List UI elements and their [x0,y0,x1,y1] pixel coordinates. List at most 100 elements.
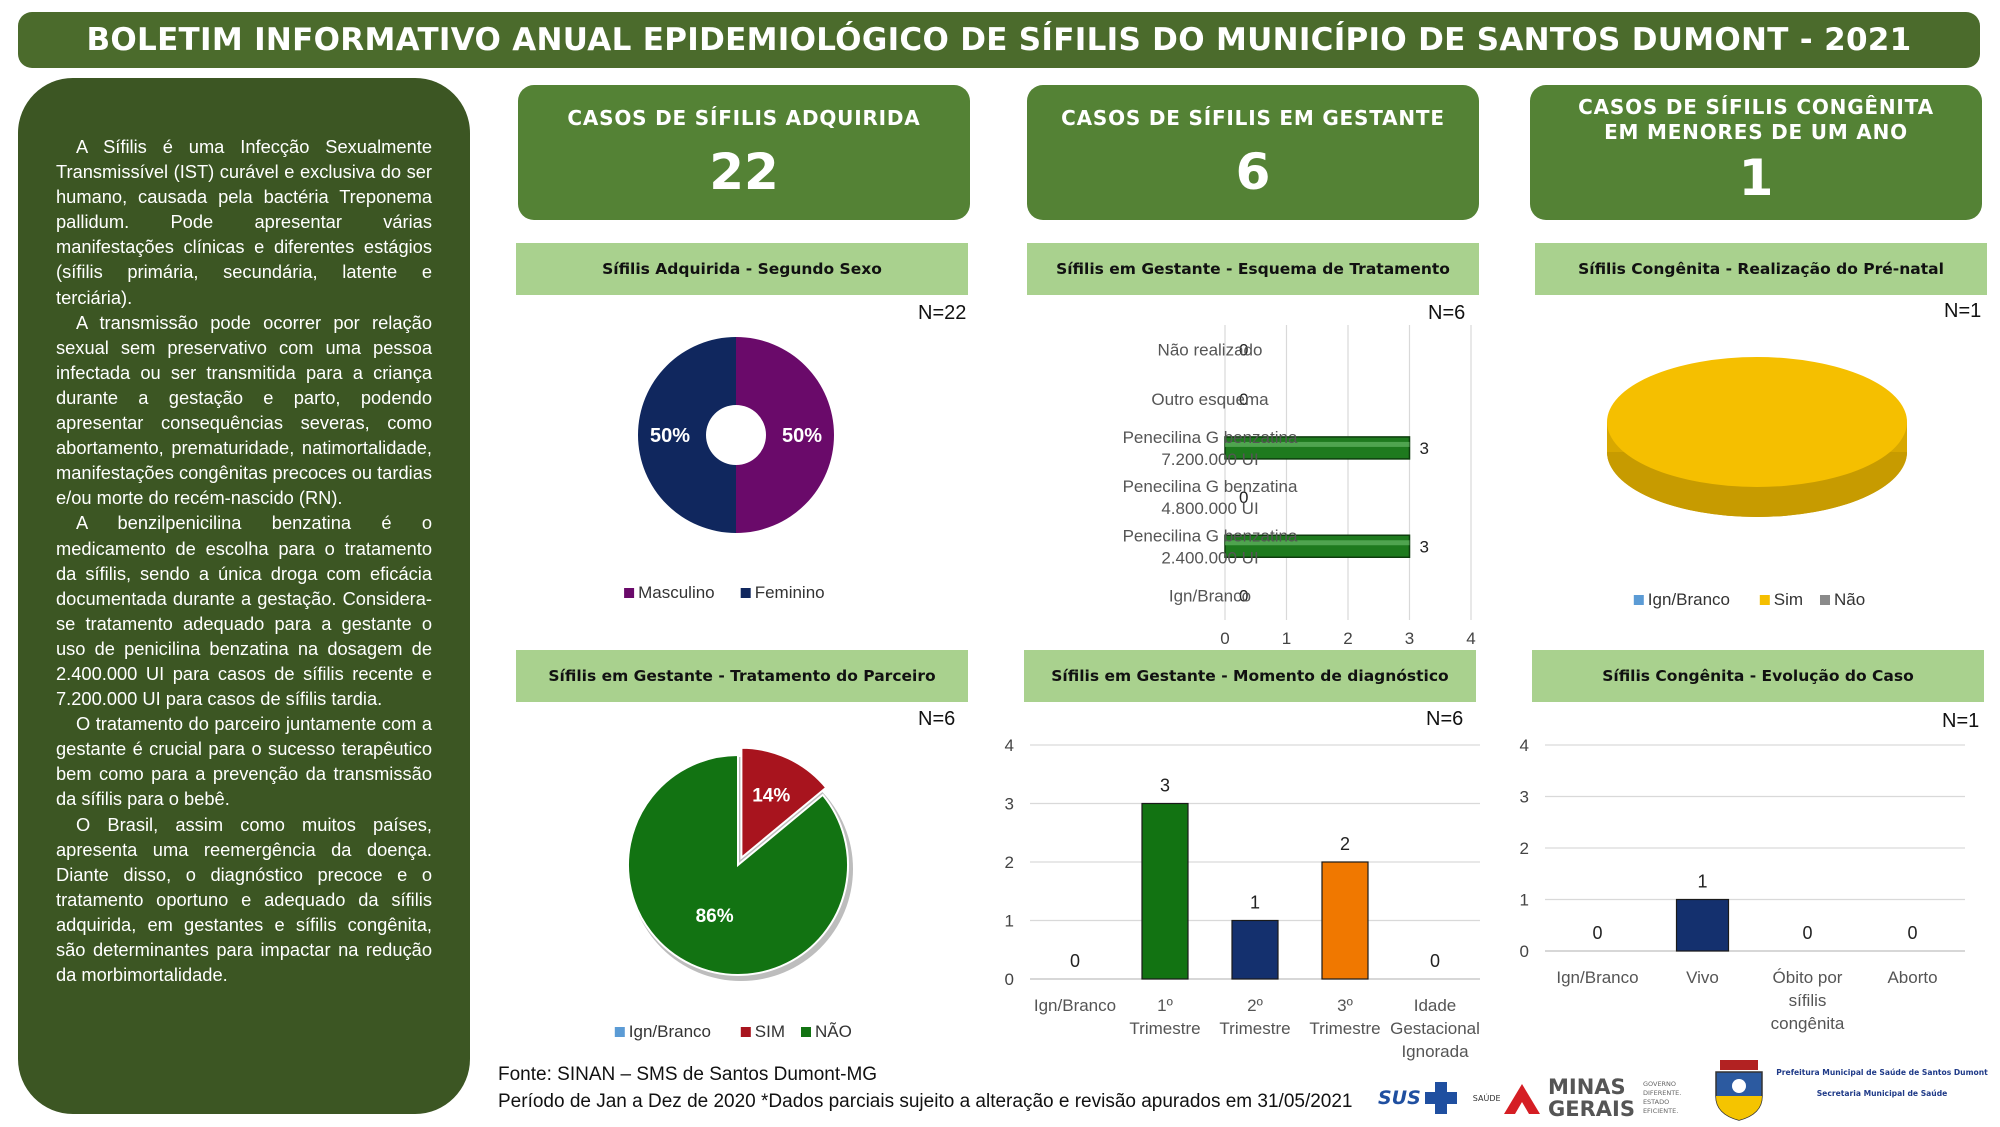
x-tick-label-2: Trimestre [1219,1019,1290,1038]
legend-label-sim: Sim [1774,590,1803,609]
y-tick-label-4: 4 [1005,736,1014,755]
legend-label-feminino: Feminino [755,583,825,602]
legend-swatch-nao [1820,595,1830,605]
legend-label-masculino: Masculino [638,583,715,602]
kpi-value: 6 [1235,143,1271,201]
secretaria-text: Secretaria Municipal de Saúde [1816,1089,1948,1098]
bar-3 [1321,861,1369,980]
chart-title-esquema: Sífilis em Gestante - Esquema de Tratame… [1027,243,1479,295]
data-label-4: 3 [1420,537,1429,556]
data-label-masculino: 50% [782,425,822,447]
x-tick-label-2: 2 [1343,629,1352,648]
kpi-sifilis-congenita: CASOS DE SÍFILIS CONGÊNITA EM MENORES DE… [1530,85,1982,220]
data-label-0: 0 [1070,951,1080,971]
sus-logo: SUS SAÚDE [1378,1080,1501,1116]
n-label-parceiro: N=6 [918,708,956,730]
x-tick-label-2: 2º [1247,996,1263,1015]
chart-title-evolucao: Sífilis Congênita - Evolução do Caso [1532,650,1984,702]
mountain-icon [1504,1084,1540,1114]
data-label-feminino: 50% [650,425,690,447]
pie3d-slice-sim [1607,357,1907,487]
donut-slice-masculino [736,337,834,533]
pie-slice-sim [740,746,828,860]
y-tick-label-2: 2 [1005,853,1014,872]
info-paragraph-1: A Sífilis é uma Infecção Sexualmente Tra… [56,136,432,308]
data-label-sim: 14% [752,785,790,806]
info-paragraph-4: O tratamento do parceiro juntamente com … [56,713,432,810]
x-tick-label-1: Vivo [1686,968,1719,987]
minas-text: MINAS [1548,1075,1626,1099]
kpi-label: CASOS DE SÍFILIS ADQUIRIDA [567,106,921,130]
data-label-1: 3 [1160,776,1170,796]
data-label-1: 0 [1239,390,1248,409]
y-tick-label-2: 2 [1520,839,1529,858]
y-tick-label-5: Ign/Branco [1169,586,1251,605]
data-label-3: 0 [1907,923,1917,943]
data-label-5: 0 [1239,586,1248,605]
info-text: A Sífilis é uma Infecção Sexualmente Tra… [56,134,432,987]
pie-slice-nao [627,753,849,976]
kpi-sifilis-adquirida: CASOS DE SÍFILIS ADQUIRIDA 22 [518,85,970,220]
data-label-3: 2 [1340,834,1350,854]
y-tick-label-1: Outro esquema [1151,390,1269,409]
bar-highlight-4 [1225,540,1410,546]
bar-highlight-2 [1225,441,1410,447]
governo-text: GOVERNO DIFERENTE. ESTADO EFICIENTE. [1642,1080,1682,1115]
saude-text: SAÚDE [1472,1093,1501,1103]
info-sidebar [18,78,470,1114]
kpi-sifilis-gestante: CASOS DE SÍFILIS EM GESTANTE 6 [1027,85,1479,220]
info-paragraph-2: A transmissão pode ocorrer por relação s… [56,311,432,509]
title-bar: BOLETIM INFORMATIVO ANUAL EPIDEMIOLÓGICO… [18,12,1980,68]
sus-logo-text: SUS [1378,1087,1421,1109]
y-tick-label-3: 3 [1005,795,1014,814]
data-label-3: 0 [1239,488,1248,507]
x-tick-label-2: sífilis [1789,991,1827,1010]
data-label-0: 0 [1239,341,1248,360]
footer-source: Fonte: SINAN – SMS de Santos Dumont-MG [498,1064,878,1085]
cross-icon [1424,1082,1457,1114]
y-tick-label-4: 2.400.000 UI [1161,548,1258,567]
data-label-nao: 86% [696,906,734,927]
kpi-label-line2: EM MENORES DE UM ANO [1604,120,1908,144]
prefeitura-text: Prefeitura Municipal de Saúde de Santos … [1776,1068,1988,1077]
x-tick-label-4: Ignorada [1401,1042,1469,1061]
kpi-value: 1 [1738,149,1774,207]
legend-swatch-sim [740,1027,751,1037]
x-tick-label-1: 1º [1157,996,1173,1015]
data-label-2: 1 [1250,893,1260,913]
data-label-4: 0 [1430,951,1440,971]
y-tick-label-1: 1 [1005,912,1014,931]
legend-swatch-ign-branco [1633,595,1644,605]
page-title: BOLETIM INFORMATIVO ANUAL EPIDEMIOLÓGICO… [86,22,1912,58]
kpi-label-line1: CASOS DE SÍFILIS CONGÊNITA [1578,95,1934,119]
x-tick-label-2: Óbito por [1773,968,1843,987]
data-label-1: 1 [1697,872,1707,892]
chart-title-parceiro: Sífilis em Gestante - Tratamento do Parc… [516,650,968,702]
n-label-prenatal: N=1 [1944,300,1982,322]
n-label-sexo: N=22 [918,302,967,324]
y-tick-label-1: 1 [1520,891,1529,910]
chart-title-prenatal: Sífilis Congênita - Realização do Pré-na… [1535,243,1987,295]
y-tick-label-0: 0 [1520,942,1529,961]
legend-label-nao: Não [1834,590,1865,609]
legend-swatch-nao [801,1027,811,1037]
legend-swatch-feminino [740,588,751,598]
x-tick-label-3: 3º [1337,996,1353,1015]
y-tick-label-4: Penecilina G benzatina [1123,526,1298,545]
minas-gerais-logo: MINAS GERAIS GOVERNO DIFERENTE. ESTADO E… [1502,1076,1689,1120]
chart-parceiro: 14% 86% Ign/Branco SIM NÃO [614,746,853,1041]
gerais-text: GERAIS [1548,1097,1635,1121]
data-label-0: 0 [1592,923,1602,943]
x-tick-label-0: 0 [1220,629,1229,648]
bar-2 [1231,919,1279,980]
legend: Masculino Feminino [624,583,825,602]
kpi-value: 22 [709,143,779,201]
x-tick-label-2: congênita [1771,1014,1845,1033]
chart-title-momento: Sífilis em Gestante - Momento de diagnós… [1024,650,1476,702]
bar-1 [1675,898,1730,952]
x-tick-label-3: Trimestre [1309,1019,1380,1038]
coat-of-arms-icon [1715,1060,1763,1121]
x-tick-label-3: Aborto [1887,968,1937,987]
footer-period: Período de Jan a Dez de 2020 *Dados parc… [498,1091,1353,1112]
